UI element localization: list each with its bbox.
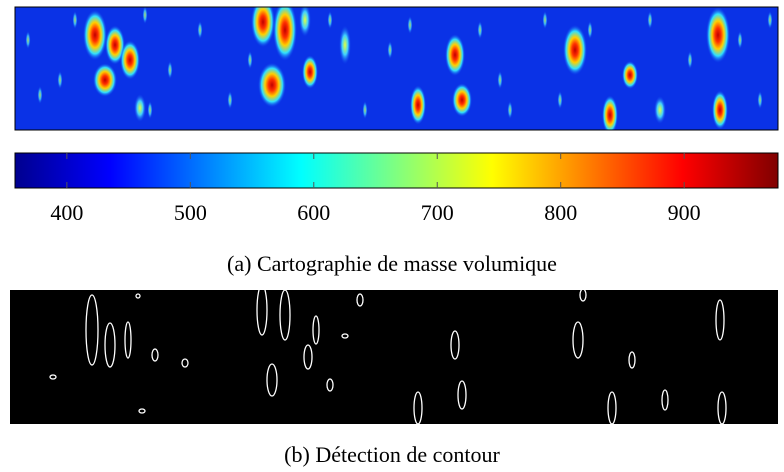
contour <box>266 363 278 397</box>
contour <box>326 378 334 392</box>
density-blob <box>706 7 730 63</box>
contour <box>413 391 423 425</box>
tick-label: 600 <box>297 200 330 225</box>
contour <box>181 358 189 368</box>
density-blob <box>410 85 426 125</box>
density-blob <box>299 7 311 37</box>
streak <box>687 51 693 69</box>
tick-label: 700 <box>421 200 454 225</box>
tick-label: 800 <box>544 200 577 225</box>
density-blob <box>302 55 318 89</box>
contour <box>661 389 669 411</box>
contour <box>628 351 636 369</box>
tick-label: 500 <box>174 200 207 225</box>
contour <box>607 391 617 425</box>
streak <box>497 71 503 89</box>
contour <box>572 321 584 359</box>
density-blob <box>273 7 297 61</box>
density-blob <box>258 62 286 108</box>
streak <box>25 31 31 49</box>
streak <box>247 51 253 69</box>
tick-label: 400 <box>50 200 83 225</box>
contour <box>85 294 99 366</box>
contour <box>341 333 349 339</box>
streak <box>227 91 233 109</box>
streak <box>767 11 773 29</box>
caption: (a) Cartographie de masse volumique <box>227 251 557 276</box>
contour <box>124 321 132 359</box>
density-blob <box>83 9 107 61</box>
caption: (b) Détection de contour <box>284 442 500 467</box>
streak <box>197 21 203 39</box>
contour <box>312 315 320 345</box>
streak <box>407 16 413 34</box>
streak <box>327 11 333 29</box>
contour <box>256 284 268 336</box>
density-blob <box>712 90 728 130</box>
streak <box>757 91 763 109</box>
contour <box>356 293 364 307</box>
density-blob <box>120 40 140 80</box>
density-blob <box>93 63 117 97</box>
streak <box>37 86 43 104</box>
contour <box>457 380 467 410</box>
density-blob <box>563 24 587 76</box>
contour <box>303 344 313 370</box>
tick-label: 900 <box>668 200 701 225</box>
contour <box>151 348 159 362</box>
density-blob <box>134 94 146 122</box>
streak <box>737 31 743 49</box>
density-blob <box>445 34 465 76</box>
contour <box>138 408 146 414</box>
streak <box>387 41 393 59</box>
streak <box>542 11 548 29</box>
contour-image <box>10 284 778 425</box>
streak <box>142 7 148 24</box>
colorbar: 400 500 600 700 800 900 <box>14 152 779 225</box>
contour <box>104 322 116 368</box>
contour <box>715 299 725 341</box>
density-map <box>15 7 778 130</box>
streak <box>507 101 513 119</box>
streak <box>57 71 63 89</box>
streak <box>362 101 368 119</box>
contour <box>135 293 141 299</box>
density-blob <box>452 83 472 117</box>
streak <box>167 61 173 79</box>
density-blob <box>654 96 666 124</box>
density-blob <box>105 25 125 65</box>
streak <box>72 11 78 29</box>
streak <box>647 11 653 29</box>
density-blob <box>339 25 351 65</box>
density-blob <box>251 7 275 48</box>
contour <box>279 289 291 341</box>
contour <box>717 391 727 425</box>
streak <box>587 21 593 39</box>
density-blob <box>622 61 638 89</box>
streak <box>477 21 483 39</box>
density-blob <box>602 95 618 130</box>
contour <box>579 288 587 302</box>
contour <box>450 330 460 360</box>
streak <box>147 101 153 119</box>
streak <box>557 91 563 109</box>
contour <box>49 374 57 380</box>
